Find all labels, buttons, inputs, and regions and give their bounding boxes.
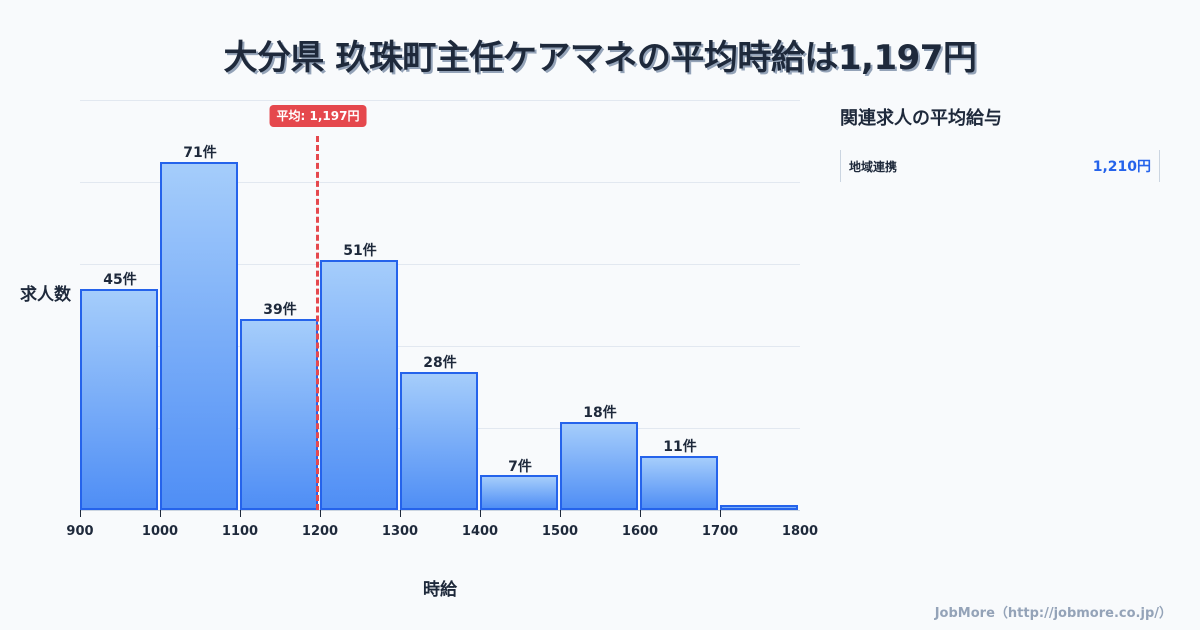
bar-value-label: 7件 [508, 459, 532, 475]
histogram-bar [240, 319, 318, 510]
gridline [80, 264, 800, 265]
page-title: 大分県 玖珠町主任ケアマネの平均時給は1,197円 [223, 38, 977, 78]
bar-value-label: 11件 [663, 439, 697, 455]
histogram-bar [80, 289, 158, 510]
related-salary-item: 地域連携 1,210円 [840, 150, 1160, 182]
x-tick-label: 900 [66, 524, 94, 539]
mean-badge: 平均: 1,197円 [269, 105, 367, 127]
x-tick-label: 1300 [381, 524, 419, 539]
bar-value-label: 18件 [583, 405, 617, 421]
histogram-bar [640, 456, 718, 510]
gridline [80, 100, 800, 101]
x-axis-line [80, 510, 800, 511]
x-tick-label: 1700 [701, 524, 739, 539]
x-tick-label: 1100 [221, 524, 259, 539]
bar-value-label: 45件 [103, 272, 137, 288]
bar-value-label: 39件 [263, 302, 297, 318]
gridline [80, 346, 800, 347]
y-axis-label: 求人数 [20, 285, 71, 305]
mean-line [316, 136, 319, 510]
x-tick [400, 510, 401, 517]
bar-value-label: 71件 [183, 145, 217, 161]
x-tick [480, 510, 481, 517]
x-tick [720, 510, 721, 517]
x-tick-label: 1500 [541, 524, 579, 539]
related-salary-panel: 関連求人の平均給与 地域連携 1,210円 [840, 104, 1160, 182]
x-tick-label: 1600 [621, 524, 659, 539]
x-tick [320, 510, 321, 517]
related-job-salary: 1,210円 [1092, 159, 1151, 175]
related-job-name: 地域連携 [849, 159, 898, 174]
histogram-bar [320, 260, 398, 510]
x-tick-label: 1200 [301, 524, 339, 539]
x-tick [240, 510, 241, 517]
x-tick-label: 1000 [141, 524, 179, 539]
x-tick [160, 510, 161, 517]
histogram-bar [560, 422, 638, 510]
histogram-plot: 45件 71件 39件 51件 28件 7件 18件 11件 平均: 1,197… [66, 100, 818, 539]
x-tick [640, 510, 641, 517]
histogram-bar [160, 162, 238, 510]
histogram-bar [400, 372, 478, 510]
footer-credit: JobMore（http://jobmore.co.jp/） [934, 606, 1172, 621]
gridline [80, 182, 800, 183]
x-tick-label: 1800 [781, 524, 819, 539]
related-salary-title: 関連求人の平均給与 [840, 108, 1002, 129]
histogram-bar [480, 475, 558, 510]
bar-value-label: 51件 [343, 243, 377, 259]
histogram-bar [720, 505, 798, 510]
x-axis-label: 時給 [423, 580, 457, 600]
x-tick [80, 510, 81, 517]
bar-value-label: 28件 [423, 355, 457, 371]
x-tick [560, 510, 561, 517]
x-tick-label: 1400 [461, 524, 499, 539]
